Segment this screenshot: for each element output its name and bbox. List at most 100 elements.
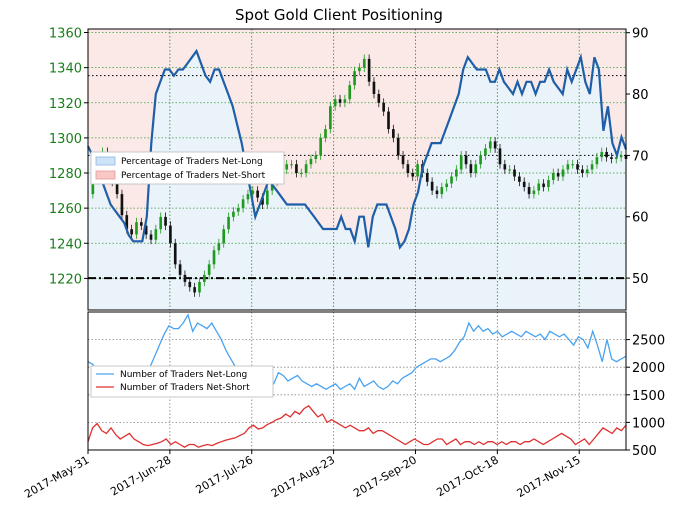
candle-body [474,164,478,174]
count-panel-frame [87,311,627,451]
candle [416,159,419,181]
right-tick-label: 60 [632,211,649,226]
candle-body [508,169,511,171]
candle-body [348,85,352,100]
candle-body [251,190,255,195]
candle-body [266,190,269,205]
candle [130,224,133,239]
candle [178,259,182,280]
candle [440,182,444,199]
candle [343,94,347,108]
candle-body [173,243,177,265]
left-tick-label: 1340 [49,62,82,77]
candle [537,179,541,195]
candle-body [377,93,381,103]
candle-body [479,155,482,165]
candle-body [193,287,196,293]
candle-body [484,148,487,156]
candle-body [610,157,613,159]
candle-body [464,155,468,165]
candle-body [217,243,221,251]
candle-body [304,164,308,174]
candle [353,66,356,90]
candle [619,151,623,162]
chart-title: Spot Gold Client Positioning [235,6,443,24]
left-tick-label: 1320 [49,97,82,112]
candle [392,124,395,143]
candle [387,107,390,134]
candle-body [91,176,95,195]
candle-body [319,137,322,156]
candle [435,186,439,199]
candle-body [236,208,240,212]
x-tick-label: 2017-May-31 [22,453,91,501]
candle [542,179,545,192]
candle-body [595,157,599,165]
candle [576,159,579,174]
candle [212,245,216,269]
candle [222,224,226,248]
candle [610,152,613,164]
candle [585,165,589,178]
legend-swatch-net-short [95,170,116,180]
candle [464,151,468,169]
candle [561,165,565,181]
candle-body [459,155,463,170]
candle [338,94,342,108]
candle [474,159,478,178]
candle-body [169,225,172,244]
candle-body [353,71,356,86]
candle-body [149,234,153,240]
left-tick-label: 1240 [49,237,82,252]
count-tick-label: 500 [632,444,657,459]
candle-body [256,190,259,198]
candle-body [561,169,565,177]
candle-body [503,164,507,170]
candle [406,159,410,178]
x-tick-label: 2017-Aug-23 [269,453,337,500]
candle [459,151,463,174]
candle [547,175,550,192]
candle-body [513,169,516,177]
candle [556,168,560,181]
candle-body [241,199,245,209]
candle-body [130,229,133,235]
candle-body [498,148,502,165]
candle-body [183,274,187,282]
legend-label-net-long: Percentage of Traders Net-Long [121,157,263,167]
candle [358,63,361,76]
candle [484,144,487,160]
candle [503,159,507,174]
candle-body [392,129,395,138]
candle [411,168,415,181]
net-short-fill [88,29,626,248]
candle [120,189,124,220]
candle-body [382,102,385,112]
price-axis-ticks: 1220 1240 1260 1280 1300 1320 1340 1360 [49,27,88,287]
candle [532,186,536,199]
candle-body [188,281,192,288]
candle-body [198,281,201,293]
left-tick-label: 1280 [49,167,82,182]
candle-body [518,176,521,182]
right-tick-label: 50 [632,272,649,287]
candle-body [290,164,293,166]
candle-body [246,194,250,200]
candle [571,159,575,169]
candle-body [299,173,303,175]
price-panel-frame [87,28,627,311]
candle [256,186,259,202]
candle-body [309,158,313,165]
date-axis-labels: 2017-May-31 2017-Jun-28 2017-Jul-26 2017-Au… [22,450,583,501]
candle-body [425,173,429,182]
candle [372,77,376,99]
candle-body [139,222,143,226]
candle-body [222,229,226,244]
candle-body [435,190,439,195]
candle-body [527,187,531,195]
count-tick-label: 1500 [632,389,665,404]
candle [241,194,245,213]
candle [430,177,434,195]
candle [227,212,230,234]
candle-body [605,151,608,158]
